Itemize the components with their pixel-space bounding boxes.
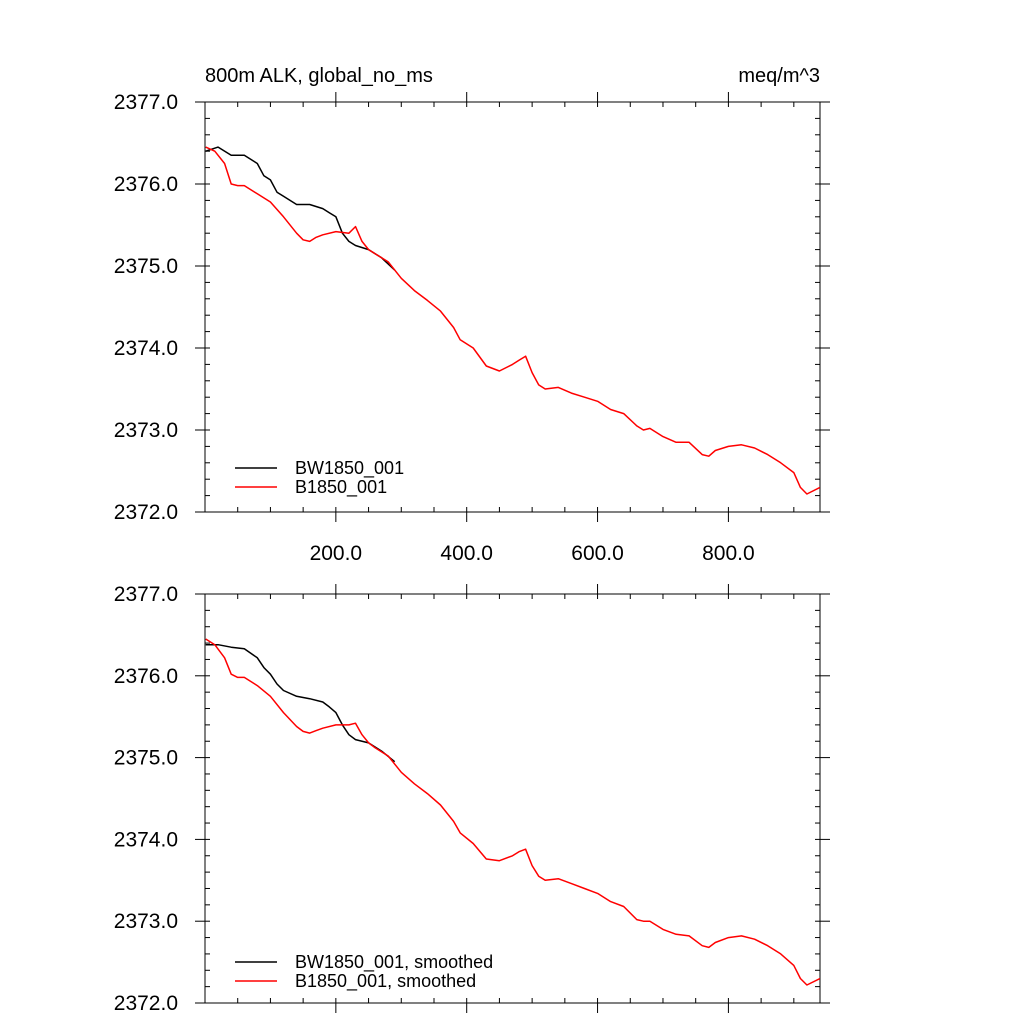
y-tick-label: 2377.0: [114, 583, 178, 606]
y-tick-label: 2374.0: [114, 828, 178, 851]
chart-panel-2: 2372.0 2373.0 2374.0 2375.0 2376.0 2377.0 BW18…: [114, 583, 830, 1015]
plot-frame: [204, 101, 821, 513]
chart-title-left: 800m ALK, global_no_ms: [205, 65, 433, 87]
y-tick-label: 2375.0: [114, 255, 178, 278]
x-tick-label: 600.0: [571, 542, 624, 565]
y-tick-label: 2375.0: [114, 747, 178, 770]
x-tick-label: 200.0: [310, 542, 363, 565]
legend-label: BW1850_001: [295, 458, 404, 479]
series-line-b1850: [205, 638, 820, 986]
series-line-bw1850: [205, 643, 396, 763]
y-tick-label: 2372.0: [114, 992, 178, 1015]
y-tick-label: 2373.0: [114, 419, 178, 442]
y-tick-label: 2372.0: [114, 501, 178, 524]
legend-label: BW1850_001, smoothed: [295, 952, 493, 973]
y-tick-label: 2373.0: [114, 910, 178, 933]
legend-label: B1850_001, smoothed: [295, 971, 476, 992]
legend-label: B1850_001: [295, 477, 387, 498]
plot-frame: [204, 593, 821, 1004]
x-tick-label: 800.0: [702, 542, 755, 565]
chart-title-right: meq/m^3: [738, 65, 820, 87]
chart-panel-1: 2372.0 2373.0 2374.0 2375.0 2376.0 2377.0 200.…: [114, 65, 830, 565]
y-tick-label: 2376.0: [114, 173, 178, 196]
series-line-b1850: [205, 146, 820, 495]
y-tick-label: 2376.0: [114, 665, 178, 688]
series-line-bw1850: [205, 146, 396, 271]
x-tick-label: 400.0: [440, 542, 493, 565]
y-tick-label: 2377.0: [114, 91, 178, 114]
y-tick-label: 2374.0: [114, 337, 178, 360]
